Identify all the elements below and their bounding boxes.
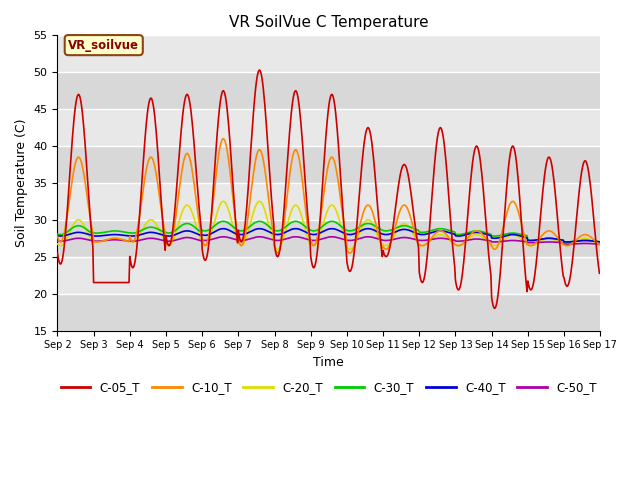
Bar: [58, 36, 600, 72]
Y-axis label: Soil Temperature (C): Soil Temperature (C): [15, 119, 28, 247]
Bar: [58, 72, 600, 109]
X-axis label: Time: Time: [314, 356, 344, 369]
Title: VR SoilVue C Temperature: VR SoilVue C Temperature: [229, 15, 429, 30]
Text: VR_soilvue: VR_soilvue: [68, 38, 140, 52]
Bar: [58, 220, 600, 257]
Bar: [58, 146, 600, 183]
Legend: C-05_T, C-10_T, C-20_T, C-30_T, C-40_T, C-50_T: C-05_T, C-10_T, C-20_T, C-30_T, C-40_T, …: [56, 376, 602, 398]
Bar: [58, 109, 600, 146]
Bar: [58, 257, 600, 294]
Bar: [58, 183, 600, 220]
Bar: [58, 294, 600, 331]
